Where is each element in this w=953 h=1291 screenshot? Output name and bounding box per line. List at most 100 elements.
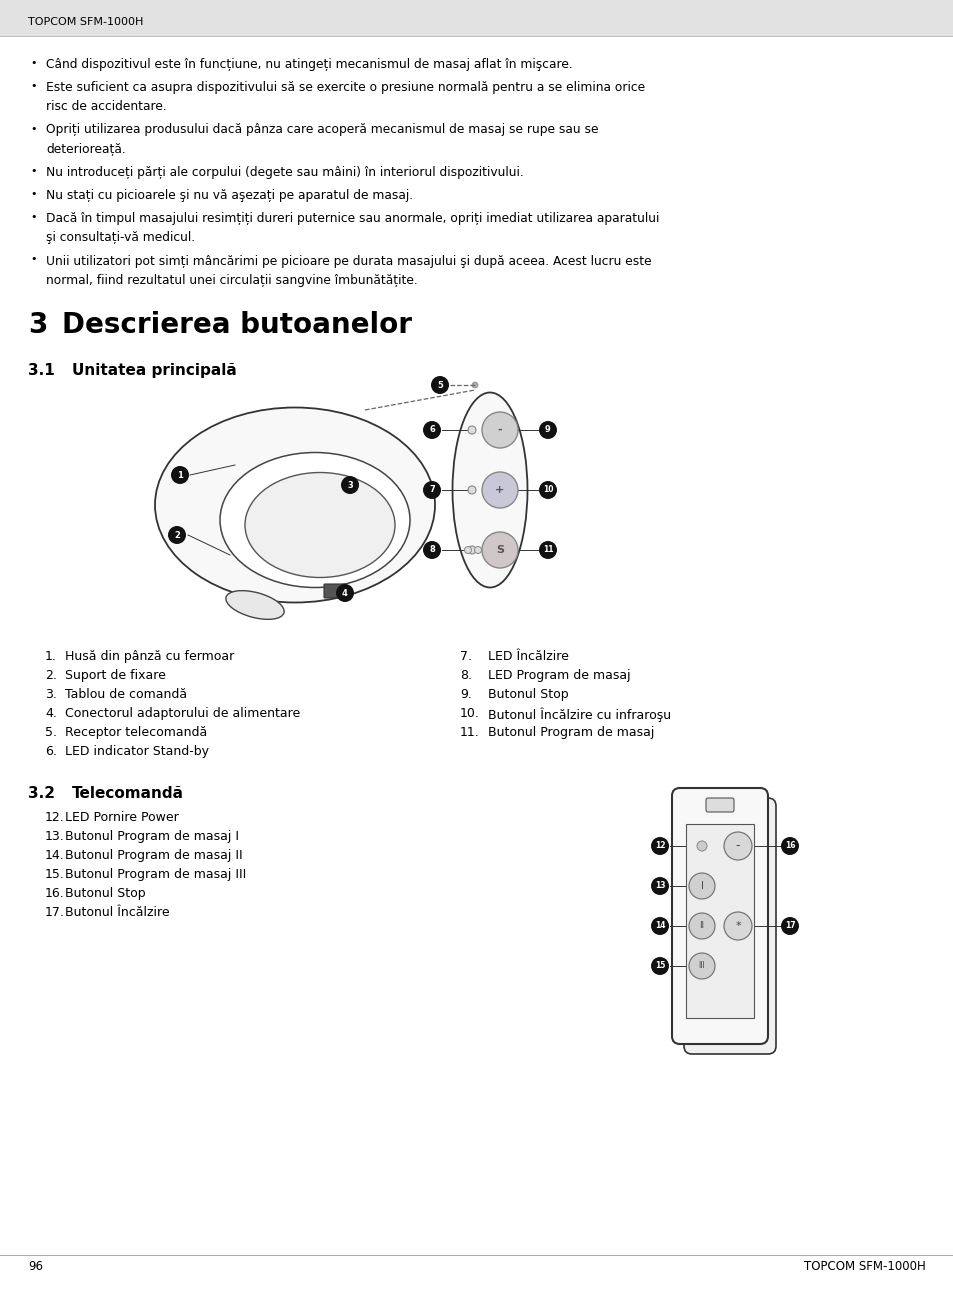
Ellipse shape [245,473,395,577]
Circle shape [650,877,668,895]
Text: Butonul Program de masaj II: Butonul Program de masaj II [65,849,242,862]
Text: 5: 5 [436,381,442,390]
Text: Butonul Program de masaj III: Butonul Program de masaj III [65,868,246,880]
Text: 9.: 9. [459,688,472,701]
Text: •: • [30,254,36,265]
Text: 17.: 17. [45,906,65,919]
Text: 10: 10 [542,485,553,494]
Text: 13: 13 [654,882,664,891]
Text: Descrierea butoanelor: Descrierea butoanelor [62,311,412,340]
Circle shape [697,840,706,851]
Text: 12.: 12. [45,811,65,824]
Circle shape [723,911,751,940]
Circle shape [723,831,751,860]
Text: Opriți utilizarea produsului dacă pânza care acoperă mecanismul de masaj se rupe: Opriți utilizarea produsului dacă pânza … [46,124,598,137]
Text: •: • [30,124,36,133]
Text: Butonul Stop: Butonul Stop [65,887,146,900]
Text: S: S [496,545,503,555]
Text: LED Încălzire: LED Încălzire [488,649,568,664]
FancyBboxPatch shape [0,0,953,36]
Text: 2.: 2. [45,669,57,682]
FancyBboxPatch shape [671,788,767,1044]
Circle shape [650,957,668,975]
Text: 3.: 3. [45,688,57,701]
Text: LED Program de masaj: LED Program de masaj [488,669,630,682]
Text: 13.: 13. [45,830,65,843]
Circle shape [538,421,557,439]
Text: Unii utilizatori pot simți mâncărimi pe picioare pe durata masajului şi după ace: Unii utilizatori pot simți mâncărimi pe … [46,254,651,267]
Text: 4.: 4. [45,707,57,720]
Text: 11: 11 [542,546,553,555]
Text: 3.1: 3.1 [28,363,54,378]
Text: 15.: 15. [45,868,65,880]
Text: 7: 7 [429,485,435,494]
Text: 3: 3 [347,480,353,489]
FancyBboxPatch shape [683,798,775,1053]
Ellipse shape [220,453,410,587]
Text: -: - [735,839,740,852]
Text: III: III [698,962,704,971]
Text: LED indicator Stand-by: LED indicator Stand-by [65,745,209,758]
Text: II: II [699,922,703,931]
Text: •: • [30,81,36,90]
Text: 5.: 5. [45,726,57,738]
Text: Este suficient ca asupra dispozitivului să se exercite o presiune normală pentru: Este suficient ca asupra dispozitivului … [46,81,644,94]
Text: 8: 8 [429,546,435,555]
Text: 3: 3 [28,311,48,340]
Text: Husă din pânză cu fermoar: Husă din pânză cu fermoar [65,649,234,664]
Circle shape [538,541,557,559]
Text: 1.: 1. [45,649,57,664]
Text: Butonul Stop: Butonul Stop [488,688,568,701]
Circle shape [688,873,714,899]
Circle shape [781,837,799,855]
Text: I: I [700,880,702,891]
Text: 6.: 6. [45,745,57,758]
Text: 14: 14 [654,922,664,931]
Text: Butonul Program de masaj: Butonul Program de masaj [488,726,654,738]
Text: 17: 17 [784,922,795,931]
Text: Nu introduceți părți ale corpului (degete sau mâini) în interiorul dispozitivulu: Nu introduceți părți ale corpului (deget… [46,167,523,179]
Text: 2: 2 [173,531,180,540]
Text: 4: 4 [342,589,348,598]
Circle shape [472,382,477,389]
Text: Dacă în timpul masajului resimțiți dureri puternice sau anormale, opriți imediat: Dacă în timpul masajului resimțiți durer… [46,212,659,225]
Circle shape [481,532,517,568]
Text: Când dispozitivul este în funcțiune, nu atingeți mecanismul de masaj aflat în mi: Când dispozitivul este în funcțiune, nu … [46,58,572,71]
Text: normal, fiind rezultatul unei circulații sangvine îmbunătățite.: normal, fiind rezultatul unei circulații… [46,274,417,287]
Text: *: * [735,920,740,931]
Circle shape [650,837,668,855]
Text: •: • [30,58,36,68]
Text: Suport de fixare: Suport de fixare [65,669,166,682]
Text: 1: 1 [177,470,183,479]
Text: Unitatea principală: Unitatea principală [71,363,236,378]
Circle shape [688,913,714,939]
Text: Tablou de comandă: Tablou de comandă [65,688,187,701]
Circle shape [422,482,440,500]
Text: •: • [30,188,36,199]
Text: Nu stați cu picioarele şi nu vă aşezați pe aparatul de masaj.: Nu stați cu picioarele şi nu vă aşezați … [46,188,413,201]
FancyBboxPatch shape [685,824,753,1019]
FancyBboxPatch shape [705,798,733,812]
Circle shape [422,421,440,439]
Circle shape [474,546,481,554]
Text: 9: 9 [544,426,550,435]
Circle shape [481,412,517,448]
Text: TOPCOM SFM-1000H: TOPCOM SFM-1000H [28,17,143,27]
Text: Butonul Încălzire cu infraroşu: Butonul Încălzire cu infraroşu [488,707,670,722]
Text: Receptor telecomandă: Receptor telecomandă [65,726,207,738]
Circle shape [538,482,557,500]
Circle shape [340,476,358,494]
Circle shape [171,466,189,484]
Text: 14.: 14. [45,849,65,862]
Text: 12: 12 [654,842,664,851]
Ellipse shape [452,392,527,587]
Circle shape [468,426,476,434]
Text: 16.: 16. [45,887,65,900]
Text: risc de accidentare.: risc de accidentare. [46,101,167,114]
Text: -: - [497,425,502,435]
Ellipse shape [226,591,284,620]
Text: LED Pornire Power: LED Pornire Power [65,811,178,824]
Text: Butonul Încălzire: Butonul Încălzire [65,906,170,919]
Text: 8.: 8. [459,669,472,682]
Text: 10.: 10. [459,707,479,720]
